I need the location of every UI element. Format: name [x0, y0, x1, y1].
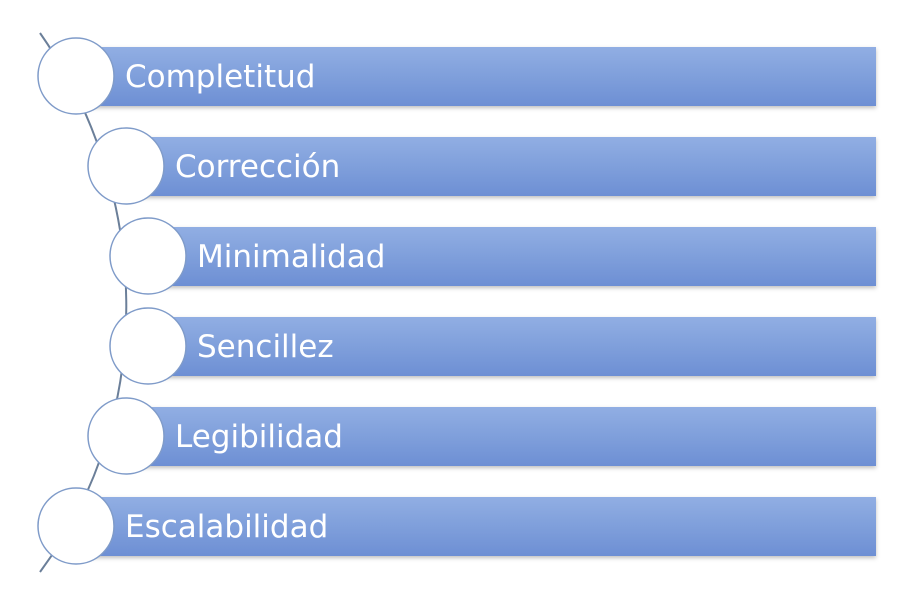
- list-bullet-circle: [37, 37, 115, 115]
- list-bar: [126, 407, 876, 466]
- bar-layer: [76, 47, 876, 556]
- list-bar: [76, 47, 876, 106]
- list-bar: [76, 497, 876, 556]
- list-bullet-circle: [37, 487, 115, 565]
- item-label-correccion: Corrección: [175, 149, 340, 185]
- item-label-legibilidad: Legibilidad: [175, 419, 343, 455]
- list-bullet-circle: [109, 217, 187, 295]
- list-bar: [126, 137, 876, 196]
- list-bullet-circle: [109, 307, 187, 385]
- item-label-completitud: Completitud: [125, 59, 315, 95]
- list-bullet-circle: [87, 397, 165, 475]
- label-layer: Completitud Corrección Minimalidad Senci…: [125, 59, 385, 545]
- list-bullet-circle: [87, 127, 165, 205]
- item-label-sencillez: Sencillez: [197, 329, 334, 365]
- item-label-escalabilidad: Escalabilidad: [125, 509, 328, 545]
- item-label-minimalidad: Minimalidad: [197, 239, 385, 275]
- list-bar: [148, 227, 876, 286]
- circle-layer: [37, 37, 187, 565]
- list-bar: [148, 317, 876, 376]
